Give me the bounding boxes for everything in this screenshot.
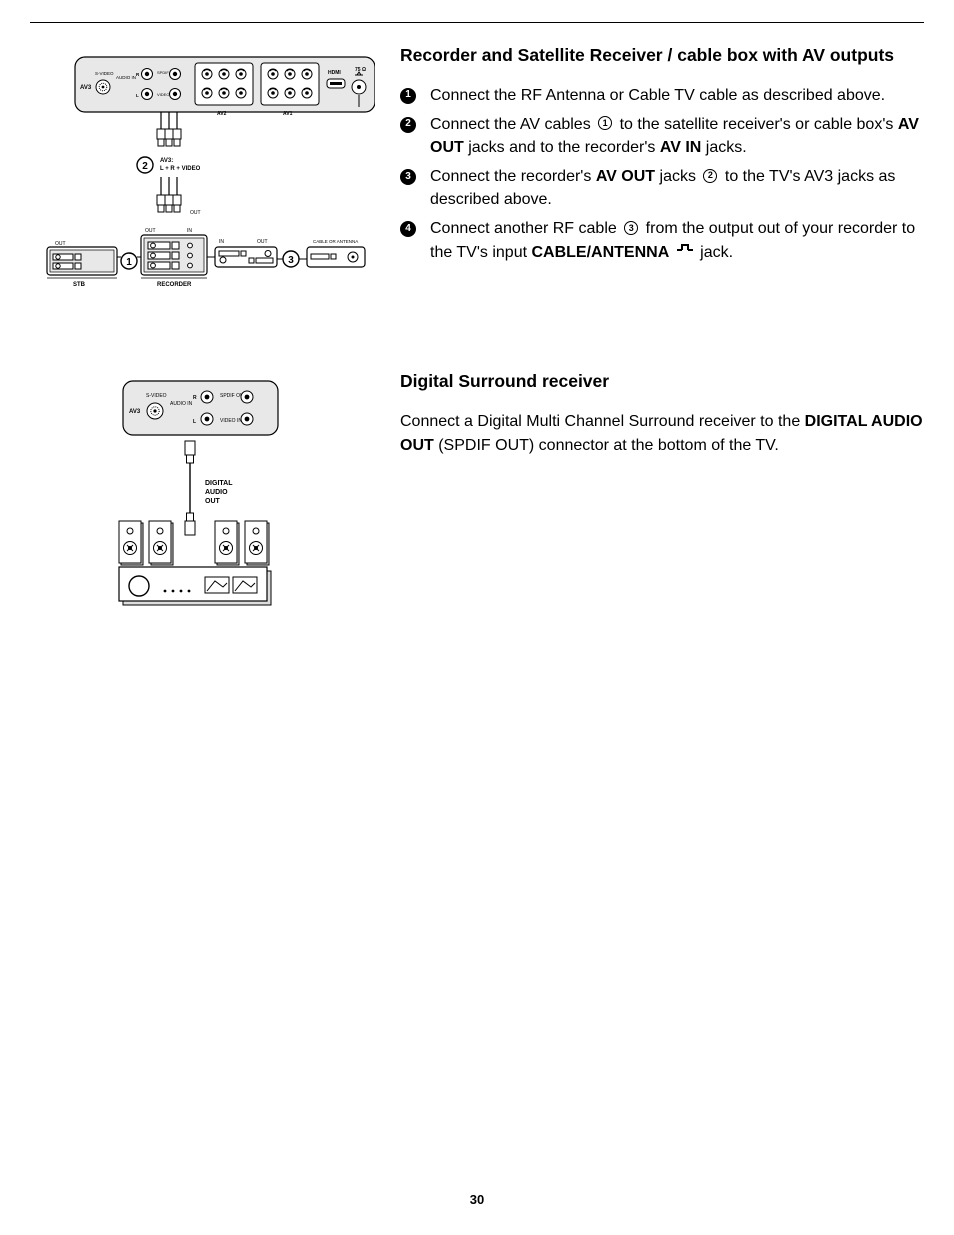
inline-ref-1: 1 (598, 116, 612, 130)
ref2: 2 (142, 161, 148, 172)
lbl2-audioin: AUDIO IN (170, 401, 193, 407)
lbl-av2: AV2 (217, 111, 227, 117)
lbl2-dao3: OUT (205, 498, 221, 505)
speakers-left (119, 521, 173, 565)
lbl-out3: OUT (257, 239, 268, 245)
lbl-out1: OUT (55, 241, 66, 247)
section-recorder-sat: AV3 S-VIDEO AUDIO IN R L SPDIF OUT VIDEO… (30, 37, 924, 317)
lbl-in1: IN (187, 228, 192, 234)
step-3: 3 Connect the recorder's AV OUT jacks 2 … (400, 165, 924, 211)
step-4: 4 Connect another RF cable 3 from the ou… (400, 217, 924, 264)
lbl-out0: OUT (190, 210, 201, 216)
lbl-cableant: CABLE OR ANTENNA (313, 239, 358, 244)
top-rule (30, 22, 924, 23)
step-1: 1 Connect the RF Antenna or Cable TV cab… (400, 84, 924, 107)
lbl-av3: AV3 (80, 85, 92, 91)
antenna-icon (676, 239, 694, 262)
lbl-stb: STB (73, 282, 86, 288)
lbl2-svideo: S-VIDEO (146, 393, 167, 399)
page-number: 30 (0, 1192, 954, 1207)
lbl-audioin: AUDIO IN (116, 75, 136, 80)
connection-diagram-1-svg: AV3 S-VIDEO AUDIO IN R L SPDIF OUT VIDEO… (45, 47, 375, 317)
lbl-out2: OUT (145, 228, 156, 234)
lbl-av1: AV1 (283, 111, 293, 117)
step-num-4: 4 (400, 221, 416, 237)
step-num-1: 1 (400, 88, 416, 104)
diagram-recorder-sat: AV3 S-VIDEO AUDIO IN R L SPDIF OUT VIDEO… (30, 37, 390, 317)
lbl-recorder: RECORDER (157, 282, 192, 288)
section1-steps: 1 Connect the RF Antenna or Cable TV cab… (400, 84, 924, 264)
lbl-svideo: S-VIDEO (95, 71, 114, 76)
lbl2-dao2: AUDIO (205, 489, 228, 496)
step-1-text: Connect the RF Antenna or Cable TV cable… (430, 84, 924, 107)
step-num-3: 3 (400, 169, 416, 185)
inline-ref-2: 2 (703, 169, 717, 183)
lbl-av3line2: L + R + VIDEO (160, 166, 201, 172)
lbl-in2: IN (219, 239, 224, 245)
lbl-av3line: AV3: (160, 158, 173, 164)
lbl2-dao1: DIGITAL (205, 480, 233, 487)
step-2: 2 Connect the AV cables 1 to the satelli… (400, 113, 924, 159)
section-digital-surround: AV3 S-VIDEO AUDIO IN R L SPDIF OUT VIDEO… (30, 363, 924, 623)
step-2-text: Connect the AV cables 1 to the satellite… (430, 113, 924, 159)
ref1: 1 (126, 257, 132, 268)
lbl-hdmi: HDMI (328, 70, 341, 76)
lbl2-videoin: VIDEO IN (220, 418, 242, 424)
section2-body: Connect a Digital Multi Channel Surround… (400, 410, 924, 458)
diagram-digital-surround: AV3 S-VIDEO AUDIO IN R L SPDIF OUT VIDEO… (30, 363, 390, 623)
section2-title: Digital Surround receiver (400, 369, 924, 394)
step-4-text: Connect another RF cable 3 from the outp… (430, 217, 924, 264)
speakers-right (215, 521, 269, 565)
lbl-ohm: 75 Ω (355, 67, 366, 73)
connection-diagram-2-svg: AV3 S-VIDEO AUDIO IN R L SPDIF OUT VIDEO… (75, 373, 345, 623)
ref3: 3 (288, 255, 294, 266)
lbl2-r: R (193, 395, 197, 401)
lbl2-av3: AV3 (129, 409, 141, 415)
lbl2-l: L (193, 419, 196, 425)
section1-title: Recorder and Satellite Receiver / cable … (400, 43, 924, 68)
inline-ref-3: 3 (624, 221, 638, 235)
step-3-text: Connect the recorder's AV OUT jacks 2 to… (430, 165, 924, 211)
lbl-l: L (136, 93, 139, 98)
step-num-2: 2 (400, 117, 416, 133)
